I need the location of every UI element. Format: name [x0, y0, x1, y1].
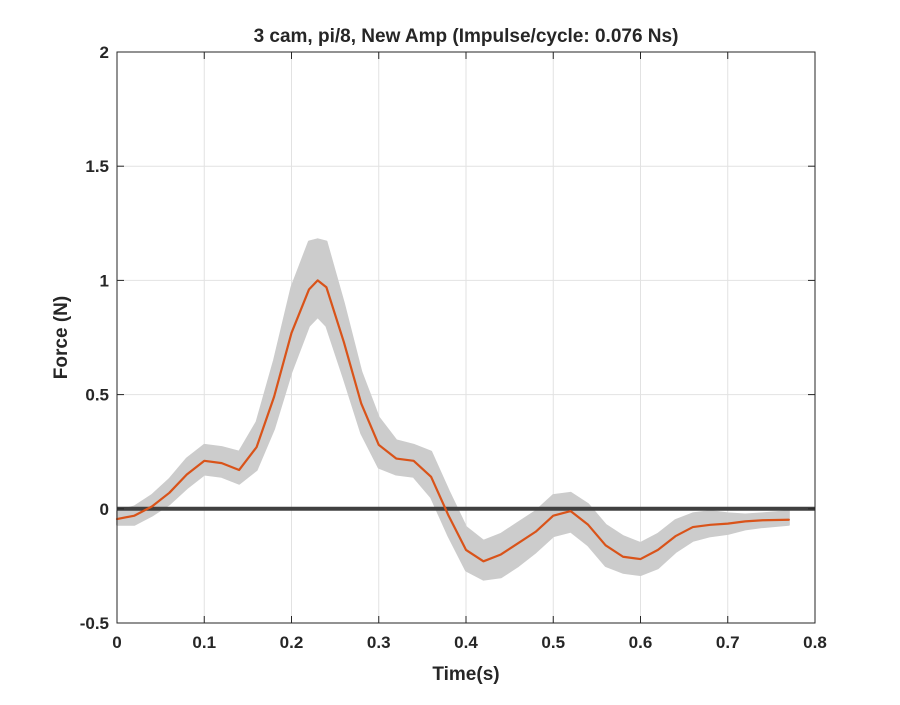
x-tick-label-2: 0.2	[280, 633, 304, 652]
y-ticks: -0.5 0 0.5 1 1.5 2	[80, 43, 815, 633]
x-tick-label-7: 0.7	[716, 633, 740, 652]
x-tick-label-4: 0.4	[454, 633, 478, 652]
y-axis-label: Force (N)	[51, 296, 72, 379]
variance-band	[116, 238, 790, 581]
x-ticks: 0 0.1 0.2 0.3 0.4 0.5 0.6 0.7 0.8	[112, 52, 827, 652]
x-tick-label-3: 0.3	[367, 633, 391, 652]
y-tick-label-1: 0	[100, 500, 109, 519]
y-tick-label-0: -0.5	[80, 614, 109, 633]
x-tick-label-0: 0	[112, 633, 121, 652]
series-layer	[115, 279, 790, 563]
series-line-0	[115, 279, 790, 563]
x-axis-label: Time(s)	[432, 664, 499, 685]
y-tick-label-2: 0.5	[85, 386, 109, 405]
y-tick-label-5: 2	[100, 43, 109, 62]
band-layer	[116, 238, 790, 581]
x-tick-label-5: 0.5	[541, 633, 565, 652]
chart-title: 3 cam, pi/8, New Amp (Impulse/cycle: 0.0…	[254, 26, 679, 47]
x-tick-label-8: 0.8	[803, 633, 827, 652]
x-tick-label-1: 0.1	[192, 633, 216, 652]
y-tick-label-3: 1	[100, 271, 109, 290]
x-tick-label-6: 0.6	[629, 633, 653, 652]
y-tick-label-4: 1.5	[85, 157, 109, 176]
